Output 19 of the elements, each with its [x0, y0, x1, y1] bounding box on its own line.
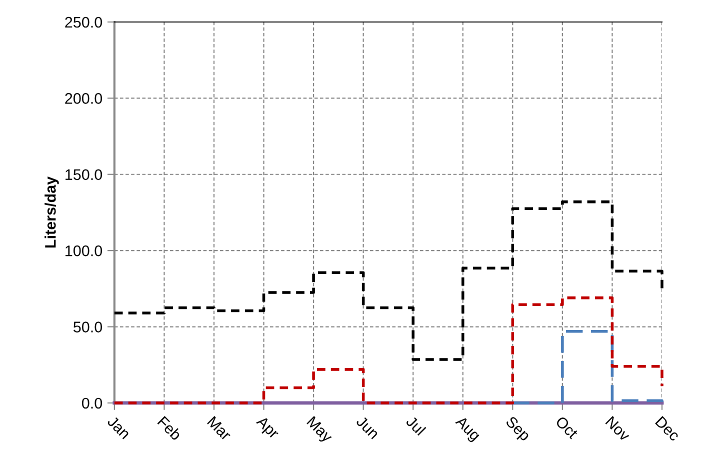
x-tick-label: Nov [605, 416, 631, 442]
y-tick-label: 50.0 [74, 322, 102, 332]
y-axis-title: Liters/day [44, 176, 59, 248]
y-tick-label: 100.0 [66, 245, 102, 256]
x-tick-label: Jan [106, 415, 131, 440]
x-tick-label: Sep [503, 416, 532, 444]
x-tick-label: Apr [254, 415, 280, 442]
x-tick-label: May [304, 416, 334, 446]
x-tick-label: Jun [356, 415, 380, 440]
x-tick-label: Aug [452, 415, 481, 444]
y-tick-label: 150.0 [66, 169, 102, 180]
x-tick-label: Feb [157, 416, 182, 441]
y-tick-label: 250.0 [65, 16, 102, 28]
x-tick-label: Mar [206, 416, 232, 442]
x-tick-label: Oct [555, 416, 579, 440]
x-tick-label: Dec [654, 416, 681, 442]
y-tick-label: 0.0 [82, 398, 102, 409]
y-tick-label: 200.0 [65, 93, 102, 104]
x-tick-label: Jul [405, 414, 426, 436]
